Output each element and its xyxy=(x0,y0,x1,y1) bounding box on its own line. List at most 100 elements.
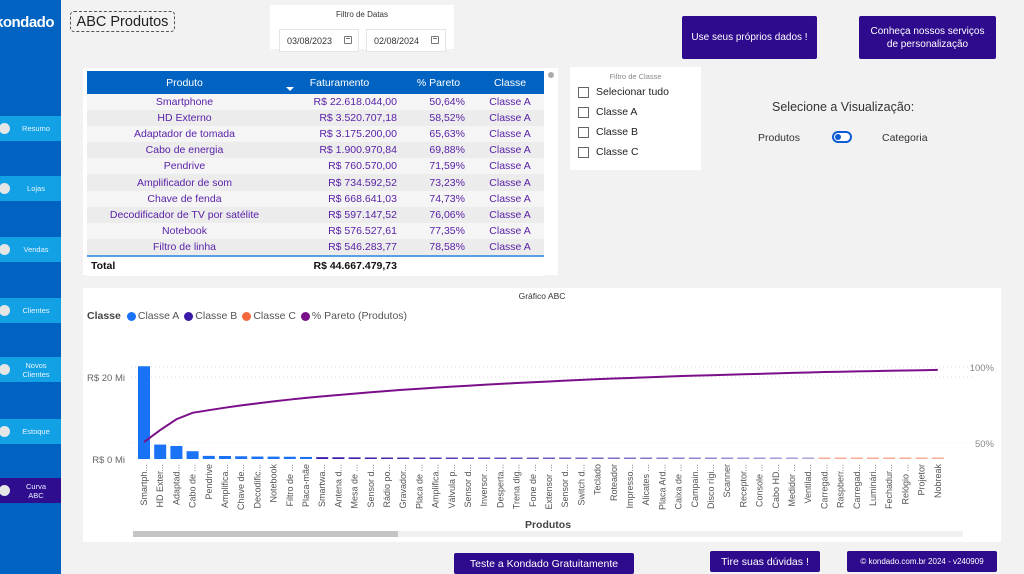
x-tick-label: Placa Ard... xyxy=(657,464,667,510)
bar xyxy=(656,457,669,459)
bar xyxy=(559,457,572,459)
bar xyxy=(834,457,847,459)
checkbox[interactable] xyxy=(578,126,589,138)
cell-produto: Chave de fenda xyxy=(87,190,282,207)
bar xyxy=(332,457,345,459)
x-axis-title: Produtos xyxy=(525,519,571,531)
option-produtos[interactable]: Produtos xyxy=(758,132,801,144)
calendar-icon[interactable] xyxy=(431,36,439,44)
class-filter-label: Classe B xyxy=(596,126,639,138)
legend-item-classe-b[interactable]: Classe B xyxy=(184,310,237,322)
column-header-produto[interactable]: Produto xyxy=(87,71,282,94)
table-row[interactable]: Cabo de energia R$ 1.900.970,84 69,88% Clas… xyxy=(87,142,544,159)
sidebar-item-estoque[interactable]: Estoque xyxy=(0,419,61,444)
bar xyxy=(850,457,863,459)
visualization-label: Selecione a Visualização: xyxy=(772,100,915,114)
total-value: R$ 44.667.479,73 xyxy=(282,254,401,276)
table-row[interactable]: HD Externo R$ 3.520.707,18 58,52% Classe A xyxy=(87,110,544,127)
column-header-pareto[interactable]: % Pareto xyxy=(401,71,476,94)
table-scrollbar[interactable] xyxy=(548,72,554,78)
sidebar-item-label: Curva ABC xyxy=(25,481,46,500)
legend-item-classe-a[interactable]: Classe A xyxy=(126,310,179,322)
column-header-classe[interactable]: Classe xyxy=(476,71,544,94)
date-filter-title: Filtro de Datas xyxy=(335,10,389,19)
sidebar-item-label: Clientes xyxy=(22,306,50,315)
cell-produto: Adaptador de tomada xyxy=(87,126,282,143)
x-tick-label: Sensor d... xyxy=(560,464,570,508)
cell-faturamento: R$ 668.641,03 xyxy=(282,190,401,207)
cell-produto: Filtro de linha xyxy=(87,238,282,256)
table-row[interactable]: Pendrive R$ 760.570,00 71,59% Classe A xyxy=(87,158,544,175)
x-tick-label: Nobreak xyxy=(933,464,943,499)
bar xyxy=(397,457,410,459)
class-filter-label: Selecionar tudo xyxy=(596,86,669,98)
free-trial-button[interactable]: Teste a Kondado Gratuitamente xyxy=(454,553,634,574)
use-own-data-button[interactable]: Use seus próprios dados ! xyxy=(682,16,817,59)
class-filter-select-all[interactable]: Selecionar tudo xyxy=(578,86,669,98)
sidebar-item-curva-abc[interactable]: Curva ABC xyxy=(0,478,61,503)
sidebar-item-label: Vendas xyxy=(23,245,49,254)
nav-dot-icon xyxy=(0,123,10,134)
table-row[interactable]: Amplificador de som R$ 734.592,52 73,23% Cl… xyxy=(87,174,544,191)
bar xyxy=(867,457,879,459)
bar xyxy=(737,457,750,459)
bar xyxy=(494,457,507,459)
bar xyxy=(348,457,361,459)
abc-chart: R$ 0 Mi R$ 20 Mi 50% 100% Smartph... HD Exter… xyxy=(87,363,995,531)
questions-button[interactable]: Tire suas dúvidas ! xyxy=(710,551,820,572)
bar xyxy=(769,457,782,459)
x-tick-label: Pendrive xyxy=(204,464,214,500)
x-tick-label: Placa de ... xyxy=(414,464,424,509)
bar xyxy=(640,457,653,459)
x-tick-label: Fone de ... xyxy=(528,464,538,507)
sidebar-item-clientes[interactable]: Clientes xyxy=(0,298,61,323)
class-filter-classe-c[interactable]: Classe C xyxy=(578,146,639,158)
end-date-input[interactable]: 02/08/2024 xyxy=(366,29,446,52)
sidebar-item-lojas[interactable]: Lojas xyxy=(0,176,61,201)
bar xyxy=(283,456,296,459)
sidebar-item-vendas[interactable]: Vendas xyxy=(0,237,61,262)
x-tick-label: Cabo de ... xyxy=(188,464,198,508)
calendar-icon[interactable] xyxy=(344,36,352,44)
table-row[interactable]: Filtro de linha R$ 546.283,77 78,58% Classe… xyxy=(87,238,544,256)
cell-produto: HD Externo xyxy=(87,110,282,127)
bar xyxy=(429,457,442,459)
column-header-faturamento[interactable]: Faturamento xyxy=(282,71,401,94)
table-row[interactable]: Chave de fenda R$ 668.641,03 74,73% Classe … xyxy=(87,190,544,207)
checkbox[interactable] xyxy=(578,106,589,118)
nav-dot-icon xyxy=(0,485,10,496)
table-row[interactable]: Adaptador de tomada R$ 3.175.200,00 65,63%… xyxy=(87,126,544,143)
nav-dot-icon xyxy=(0,426,10,437)
bar xyxy=(802,457,815,459)
sidebar-item-novos-clientes[interactable]: Novos Clientes xyxy=(0,357,61,382)
scrollbar-thumb[interactable] xyxy=(133,531,398,537)
x-tick-label: Receptor... xyxy=(738,464,748,508)
table-total-row: Total R$ 44.667.479,73 xyxy=(87,254,544,276)
bar xyxy=(607,457,620,459)
start-date-input[interactable]: 03/08/2023 xyxy=(279,29,359,52)
x-tick-label: Adaptad... xyxy=(171,464,181,505)
checkbox[interactable] xyxy=(578,86,589,98)
checkbox[interactable] xyxy=(578,146,589,158)
end-date-value: 02/08/2024 xyxy=(374,35,420,46)
x-tick-label: Roteador xyxy=(609,464,619,501)
sidebar-item-resumo[interactable]: Resumo xyxy=(0,116,61,141)
table-row[interactable]: Notebook R$ 576.527,61 77,35% Classe A xyxy=(87,222,544,239)
table-row[interactable]: Decodificador de TV por satélite R$ 597.1… xyxy=(87,206,544,223)
copyright-badge[interactable]: © kondado.com.br 2024 - v240909 xyxy=(847,551,997,572)
legend-item-pareto[interactable]: % Pareto (Produtos) xyxy=(300,310,407,322)
class-filter: Filtro de Classe Selecionar tudo Classe … xyxy=(570,67,701,170)
table-row[interactable]: Smartphone R$ 22.618.044,00 50,64% Classe A xyxy=(87,94,544,111)
x-tick-label: Medidor ... xyxy=(787,464,797,507)
option-categoria[interactable]: Categoria xyxy=(882,132,928,144)
class-filter-classe-b[interactable]: Classe B xyxy=(578,126,638,138)
cell-classe: Classe A xyxy=(476,190,544,207)
class-filter-classe-a[interactable]: Classe A xyxy=(578,106,637,118)
services-button[interactable]: Conheça nossos serviços de personalizaçã… xyxy=(859,16,996,59)
legend-item-classe-c[interactable]: Classe C xyxy=(242,310,296,322)
bar xyxy=(818,457,831,459)
x-tick-label: Fechadur... xyxy=(884,464,894,509)
class-filter-title: Filtro de Classe xyxy=(609,72,662,81)
chart-horizontal-scrollbar[interactable] xyxy=(133,531,963,537)
visualization-toggle[interactable] xyxy=(832,131,852,143)
